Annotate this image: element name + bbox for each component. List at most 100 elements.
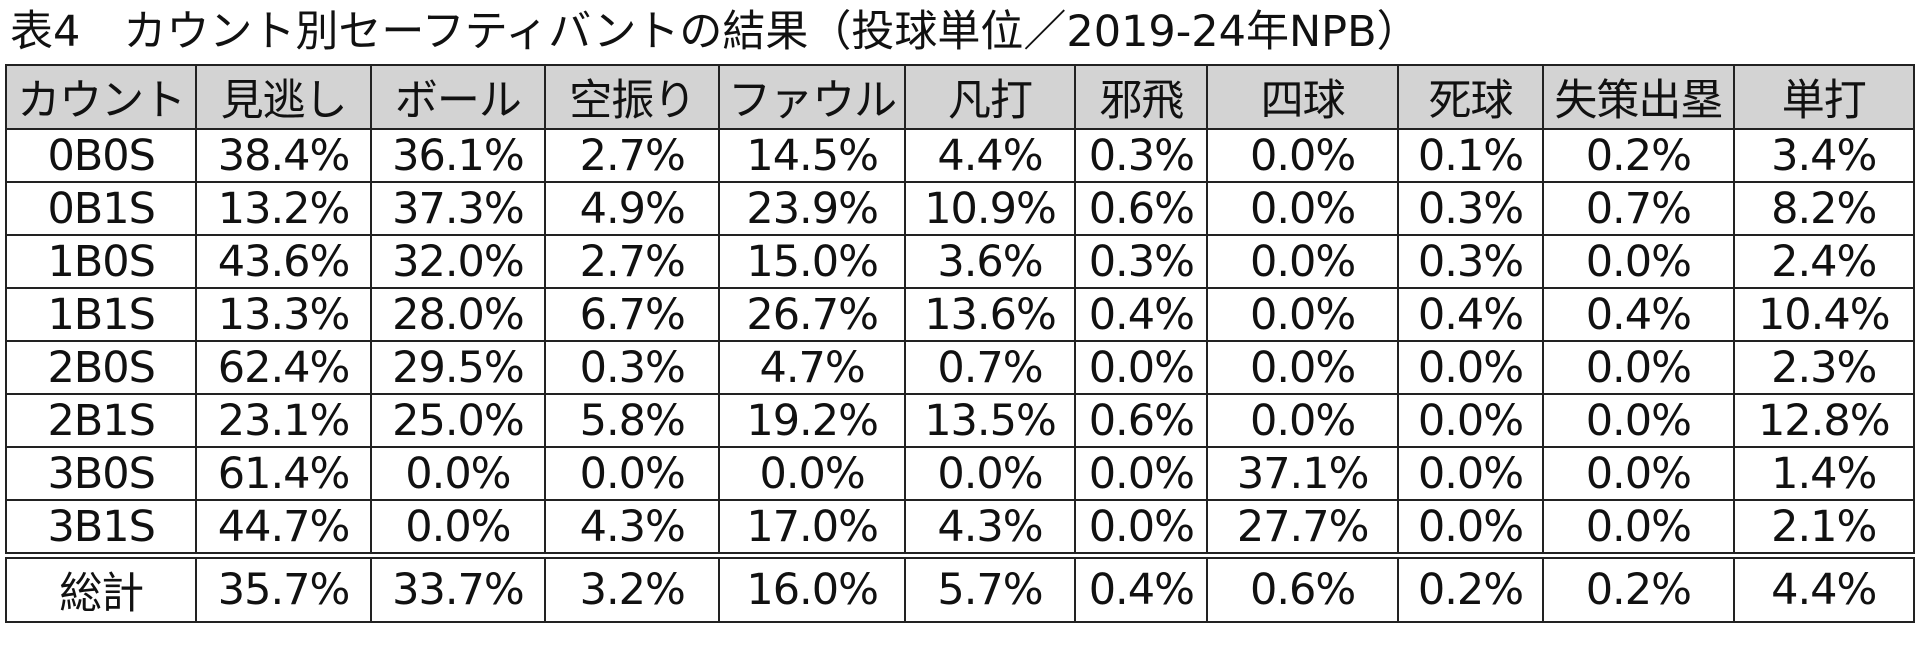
table-cell: 0.0% <box>369 446 547 501</box>
table-cell: 0.3% <box>1396 181 1545 236</box>
table-cell: 0.3% <box>1074 128 1209 183</box>
table-cell: 2.7% <box>544 128 721 183</box>
table-cell: 2.3% <box>1732 340 1916 395</box>
header-row: カウント 見逃し ボール 空振り ファウル 凡打 邪飛 四球 死球 失策出塁 単… <box>4 64 1916 130</box>
table-cell: 17.0% <box>718 499 906 557</box>
table-cell: 13.6% <box>903 287 1077 342</box>
table-cell: 8.2% <box>1732 181 1916 236</box>
table-cell: 5.8% <box>544 393 721 448</box>
table-cell: 0.6% <box>1074 181 1209 236</box>
table-cell: 0.7% <box>1542 181 1735 236</box>
table-cell: 0.0% <box>544 446 721 501</box>
table-cell: 44.7% <box>195 499 372 557</box>
table-cell: 27.7% <box>1206 499 1399 557</box>
header-cell: ボール <box>369 64 547 130</box>
header-cell: 見逃し <box>195 64 372 130</box>
table-cell: 36.1% <box>369 128 547 183</box>
table-cell: 0.0% <box>1206 128 1399 183</box>
table-cell: 0.0% <box>369 499 547 557</box>
table-cell: 6.7% <box>544 287 721 342</box>
table-cell: 2.4% <box>1732 234 1916 289</box>
table-cell: 0.0% <box>1074 340 1209 395</box>
table-cell: 4.9% <box>544 181 721 236</box>
header-cell: カウント <box>4 64 198 130</box>
table-cell: 0.0% <box>1396 446 1545 501</box>
table-cell: 0.3% <box>544 340 721 395</box>
table-cell: 0.3% <box>1074 234 1209 289</box>
header-cell: 失策出塁 <box>1542 64 1735 130</box>
table-cell: 0.0% <box>1206 393 1399 448</box>
total-cell: 35.7% <box>195 552 372 623</box>
table-cell: 0.7% <box>903 340 1077 395</box>
table-cell: 38.4% <box>195 128 372 183</box>
header-cell: 死球 <box>1396 64 1545 130</box>
count-cell: 3B1S <box>4 499 198 557</box>
table-cell: 29.5% <box>369 340 547 395</box>
table-row: 3B0S 61.4% 0.0% 0.0% 0.0% 0.0% 0.0% 37.1… <box>4 446 1916 501</box>
table-cell: 26.7% <box>718 287 906 342</box>
table-cell: 0.0% <box>1206 181 1399 236</box>
table-cell: 1.4% <box>1732 446 1916 501</box>
total-cell: 3.2% <box>544 552 721 623</box>
table-cell: 0.0% <box>1206 287 1399 342</box>
table-cell: 13.2% <box>195 181 372 236</box>
table-cell: 0.0% <box>1074 499 1209 557</box>
table-row: 3B1S 44.7% 0.0% 4.3% 17.0% 4.3% 0.0% 27.… <box>4 499 1916 557</box>
table-cell: 0.4% <box>1542 287 1735 342</box>
table-cell: 0.0% <box>1396 393 1545 448</box>
total-label: 総計 <box>4 552 198 623</box>
table-cell: 32.0% <box>369 234 547 289</box>
table-cell: 61.4% <box>195 446 372 501</box>
table-cell: 15.0% <box>718 234 906 289</box>
count-cell: 2B1S <box>4 393 198 448</box>
table-cell: 0.0% <box>1074 446 1209 501</box>
table-cell: 3.4% <box>1732 128 1916 183</box>
table-cell: 0.0% <box>1206 340 1399 395</box>
table-cell: 0.3% <box>1396 234 1545 289</box>
table-cell: 2.7% <box>544 234 721 289</box>
results-table: カウント 見逃し ボール 空振り ファウル 凡打 邪飛 四球 死球 失策出塁 単… <box>4 64 1916 623</box>
total-cell: 33.7% <box>369 552 547 623</box>
table-cell: 0.0% <box>1396 499 1545 557</box>
header-cell: 単打 <box>1732 64 1916 130</box>
total-cell: 16.0% <box>718 552 906 623</box>
table-cell: 23.9% <box>718 181 906 236</box>
total-cell: 0.4% <box>1074 552 1209 623</box>
count-cell: 0B0S <box>4 128 198 183</box>
table-cell: 0.0% <box>1542 446 1735 501</box>
total-cell: 5.7% <box>903 552 1077 623</box>
count-cell: 1B0S <box>4 234 198 289</box>
table-cell: 10.9% <box>903 181 1077 236</box>
table-row: 1B0S 43.6% 32.0% 2.7% 15.0% 3.6% 0.3% 0.… <box>4 234 1916 289</box>
table-cell: 0.0% <box>1542 340 1735 395</box>
total-row: 総計 35.7% 33.7% 3.2% 16.0% 5.7% 0.4% 0.6%… <box>4 552 1916 623</box>
table-cell: 0.0% <box>1542 393 1735 448</box>
table-cell: 3.6% <box>903 234 1077 289</box>
table-cell: 37.1% <box>1206 446 1399 501</box>
table-body: 0B0S 38.4% 36.1% 2.7% 14.5% 4.4% 0.3% 0.… <box>4 128 1916 623</box>
table-cell: 2.1% <box>1732 499 1916 557</box>
table-row: 2B0S 62.4% 29.5% 0.3% 4.7% 0.7% 0.0% 0.0… <box>4 340 1916 395</box>
table-row: 0B0S 38.4% 36.1% 2.7% 14.5% 4.4% 0.3% 0.… <box>4 128 1916 183</box>
table-cell: 4.4% <box>903 128 1077 183</box>
header-cell: 邪飛 <box>1074 64 1209 130</box>
total-cell: 0.2% <box>1396 552 1545 623</box>
table-row: 0B1S 13.2% 37.3% 4.9% 23.9% 10.9% 0.6% 0… <box>4 181 1916 236</box>
table-cell: 4.7% <box>718 340 906 395</box>
header-cell: ファウル <box>718 64 906 130</box>
table-cell: 23.1% <box>195 393 372 448</box>
table-cell: 4.3% <box>903 499 1077 557</box>
table-cell: 13.5% <box>903 393 1077 448</box>
table-cell: 0.4% <box>1074 287 1209 342</box>
count-cell: 2B0S <box>4 340 198 395</box>
header-cell: 四球 <box>1206 64 1399 130</box>
table-cell: 0.0% <box>718 446 906 501</box>
table-cell: 0.0% <box>1542 499 1735 557</box>
table-cell: 28.0% <box>369 287 547 342</box>
table-row: 2B1S 23.1% 25.0% 5.8% 19.2% 13.5% 0.6% 0… <box>4 393 1916 448</box>
table-cell: 0.2% <box>1542 128 1735 183</box>
table-cell: 0.1% <box>1396 128 1545 183</box>
table-cell: 12.8% <box>1732 393 1916 448</box>
table-cell: 0.0% <box>1396 340 1545 395</box>
table-cell: 0.0% <box>1542 234 1735 289</box>
